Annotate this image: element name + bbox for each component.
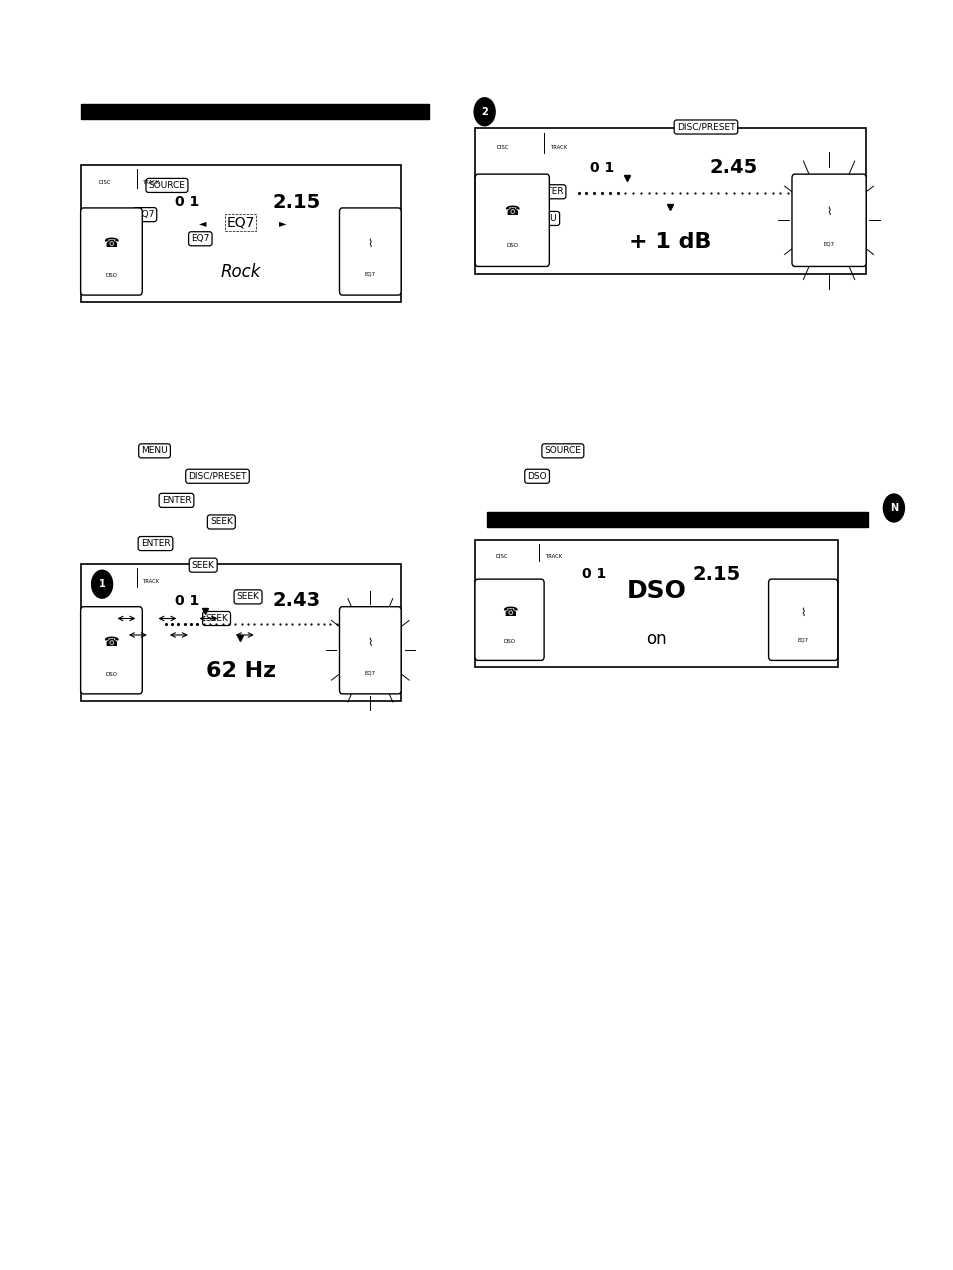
Text: ☎: ☎ (104, 237, 119, 250)
Text: DSO: DSO (506, 243, 517, 248)
Bar (486, 512, 867, 527)
Text: DSO: DSO (527, 471, 546, 481)
Text: MENU: MENU (530, 213, 557, 224)
FancyBboxPatch shape (339, 208, 400, 295)
Circle shape (882, 494, 903, 522)
Text: + 1 dB: + 1 dB (629, 232, 711, 253)
Text: EQ7: EQ7 (191, 234, 210, 244)
FancyBboxPatch shape (475, 174, 549, 267)
Circle shape (474, 98, 495, 126)
Text: 1: 1 (98, 579, 106, 589)
Text: DISC: DISC (497, 145, 509, 150)
Text: EQ7: EQ7 (135, 210, 154, 220)
FancyBboxPatch shape (81, 208, 142, 295)
Bar (81, 104, 429, 119)
Text: DISC: DISC (98, 180, 112, 185)
Bar (475, 128, 865, 274)
Text: 2.15: 2.15 (273, 193, 321, 212)
Text: Rock: Rock (220, 263, 261, 281)
Text: EQ7: EQ7 (797, 638, 808, 643)
Text: DSO: DSO (106, 672, 117, 677)
Text: EQ7: EQ7 (364, 671, 375, 676)
Text: ENTER: ENTER (161, 495, 192, 505)
Text: MENU: MENU (141, 446, 168, 456)
Text: SEEK: SEEK (205, 613, 228, 624)
Text: ⌇: ⌇ (367, 638, 373, 648)
Text: 0 1: 0 1 (175, 196, 199, 210)
Text: ☎: ☎ (501, 606, 517, 618)
Text: SOURCE: SOURCE (149, 180, 185, 190)
Text: DSO: DSO (503, 639, 515, 644)
Text: TRACK: TRACK (551, 145, 568, 150)
FancyBboxPatch shape (475, 579, 543, 660)
FancyBboxPatch shape (339, 607, 400, 693)
FancyBboxPatch shape (768, 579, 837, 660)
Text: 2.45: 2.45 (709, 159, 758, 178)
Text: 2.43: 2.43 (273, 592, 320, 611)
Text: 0 1: 0 1 (175, 594, 199, 608)
Text: TRACK: TRACK (545, 554, 562, 559)
FancyBboxPatch shape (791, 174, 865, 267)
Text: DISC/PRESET: DISC/PRESET (676, 122, 735, 132)
Text: ⌇: ⌇ (367, 239, 373, 249)
Text: on: on (645, 630, 666, 648)
Bar (81, 564, 400, 701)
Text: DISC: DISC (495, 554, 507, 559)
Circle shape (91, 570, 112, 598)
Text: 2: 2 (480, 107, 488, 117)
Text: DSO: DSO (106, 273, 117, 278)
Text: 62 Hz: 62 Hz (206, 660, 275, 681)
Text: TRACK: TRACK (143, 180, 160, 185)
Text: ☎: ☎ (104, 636, 119, 649)
Text: DISC/PRESET: DISC/PRESET (188, 471, 247, 481)
Text: ►: ► (278, 217, 286, 227)
Text: ENTER: ENTER (533, 187, 563, 197)
Text: ⌇: ⌇ (800, 607, 805, 617)
Text: ⌇: ⌇ (825, 207, 831, 217)
Text: ☎: ☎ (504, 206, 519, 218)
Text: EQ7: EQ7 (364, 272, 375, 277)
Text: DISC: DISC (98, 579, 112, 584)
Text: SEEK: SEEK (192, 560, 214, 570)
Text: EQ7: EQ7 (227, 216, 254, 230)
Text: TRACK: TRACK (143, 579, 160, 584)
Text: EQ7: EQ7 (822, 241, 834, 246)
Text: SEEK: SEEK (236, 592, 259, 602)
Text: ENTER: ENTER (140, 538, 171, 549)
Text: 0 1: 0 1 (590, 161, 614, 175)
Text: 2.15: 2.15 (692, 565, 740, 583)
Text: ◄: ◄ (198, 217, 206, 227)
Text: SEEK: SEEK (210, 517, 233, 527)
Text: SOURCE: SOURCE (544, 446, 580, 456)
Bar (81, 165, 400, 302)
FancyBboxPatch shape (81, 607, 142, 693)
Text: N: N (889, 503, 897, 513)
Text: 0 1: 0 1 (581, 566, 606, 582)
Bar (475, 540, 837, 667)
Text: DSO: DSO (626, 579, 685, 602)
